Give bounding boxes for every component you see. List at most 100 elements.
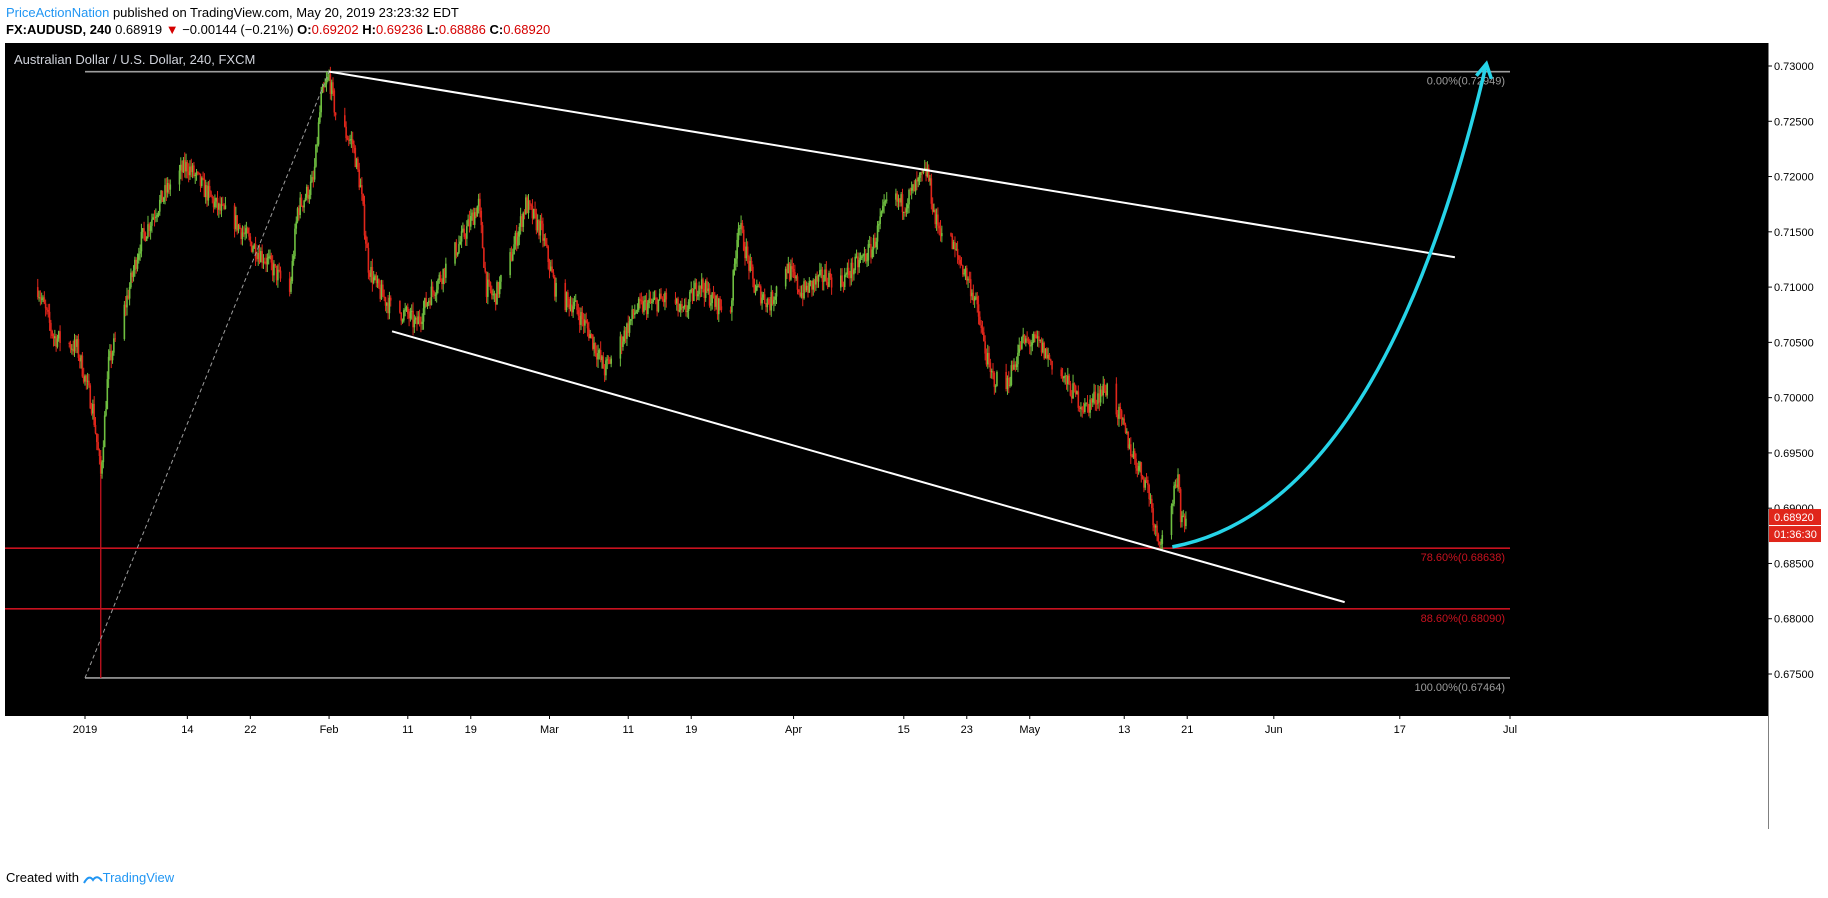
candle-body <box>1011 365 1014 370</box>
candle-body <box>763 294 766 304</box>
candle-body <box>870 244 872 258</box>
candle-down <box>475 207 477 219</box>
candle-down <box>114 331 116 342</box>
candle-body <box>347 139 350 141</box>
candle-body <box>840 275 842 288</box>
candle-body <box>731 300 733 313</box>
candle-up <box>784 266 787 290</box>
candle-up <box>299 191 301 219</box>
candle-body <box>85 375 88 382</box>
candle-body <box>769 303 771 311</box>
candle-up <box>933 203 935 213</box>
candle-down <box>383 289 385 302</box>
candle-up <box>266 253 269 273</box>
candle-up <box>536 214 539 233</box>
candle-body <box>52 336 55 339</box>
candle-body <box>896 193 899 202</box>
chart-area[interactable]: 0.00%(0.72949) 78.60%(0.68638) 88.60%(0.68… <box>5 43 1823 838</box>
candle-up <box>224 196 227 210</box>
candle-down <box>571 297 573 317</box>
candle-body <box>308 194 311 199</box>
candle-body <box>729 310 732 313</box>
candle-body <box>357 158 359 170</box>
candle-body <box>674 299 677 304</box>
candle-up <box>809 280 812 287</box>
candle-up <box>1160 538 1162 550</box>
candle-down <box>758 281 761 288</box>
candle-down <box>1011 360 1014 371</box>
candle-body <box>480 210 483 226</box>
candle-body <box>790 266 792 280</box>
candle-down <box>44 299 47 317</box>
tradingview-brand-link[interactable]: TradingView <box>102 870 175 885</box>
candle-down <box>564 279 567 313</box>
time-tick-label: 14 <box>181 724 193 736</box>
candle-up <box>435 281 438 303</box>
candle-body <box>1145 479 1148 481</box>
candle-body <box>796 276 799 290</box>
candle-body <box>160 190 162 200</box>
candle-body <box>131 272 134 278</box>
candle-body <box>706 280 708 292</box>
candle-down <box>750 256 753 272</box>
candle-down <box>811 280 813 297</box>
candle-up <box>1080 402 1082 417</box>
candle-body <box>652 299 654 302</box>
candle-body <box>951 235 954 250</box>
candle-body <box>787 263 790 274</box>
candle-body <box>221 204 224 206</box>
candle-body <box>737 228 740 240</box>
candle-up <box>54 329 56 347</box>
candle-up <box>843 267 846 291</box>
candle-down <box>677 296 679 317</box>
candle-up <box>1161 530 1164 552</box>
candle-body <box>912 184 914 189</box>
candle-down <box>181 160 183 181</box>
fib-baseline-trendline <box>84 71 330 679</box>
symbol-label: FX:AUDUSD, 240 <box>6 22 112 37</box>
candle-down <box>568 296 570 317</box>
candle-body <box>901 194 904 213</box>
candle-up <box>871 246 874 259</box>
candle-body <box>654 297 657 299</box>
candle-up <box>317 117 320 147</box>
candle-up <box>487 271 489 305</box>
candle-up <box>817 274 820 288</box>
author-link[interactable]: PriceActionNation <box>6 5 110 20</box>
candle-body <box>334 112 337 116</box>
candle-body <box>99 456 102 474</box>
candle-body <box>811 280 813 290</box>
candle-down <box>353 140 355 154</box>
candle-body <box>535 213 538 231</box>
candle-up <box>1063 375 1065 383</box>
candle-down <box>870 236 872 264</box>
candle-body <box>406 307 409 314</box>
candle-body <box>124 304 127 308</box>
candle-down <box>346 135 349 141</box>
fib-level-label: 88.60%(0.68090) <box>1421 613 1505 625</box>
candle-body <box>694 282 696 289</box>
candle-body <box>687 301 690 312</box>
price-tick-label: 0.71500 <box>1774 227 1814 239</box>
candle-up <box>929 174 931 186</box>
price-chart[interactable]: 0.00%(0.72949)78.60%(0.68638)88.60%(0.68… <box>5 43 1823 838</box>
candle-up <box>854 253 857 274</box>
candle-body <box>955 248 958 250</box>
candle-up <box>770 285 773 317</box>
candle-down <box>490 285 493 300</box>
change-arrow-icon: ▼ <box>165 22 179 37</box>
candle-down <box>829 268 832 280</box>
candle-body <box>1010 365 1013 386</box>
candle-up <box>573 295 576 310</box>
candle-body <box>931 203 934 212</box>
candle-down <box>1065 374 1068 390</box>
candle-up <box>745 238 748 262</box>
candle-up <box>644 295 647 311</box>
candle-up <box>790 259 792 281</box>
candle-body <box>57 331 60 339</box>
time-tick-label: Jul <box>1503 724 1517 736</box>
candle-body <box>1182 515 1185 517</box>
candle-body <box>353 144 355 148</box>
candle-down <box>384 296 387 312</box>
candle-body <box>895 193 897 200</box>
